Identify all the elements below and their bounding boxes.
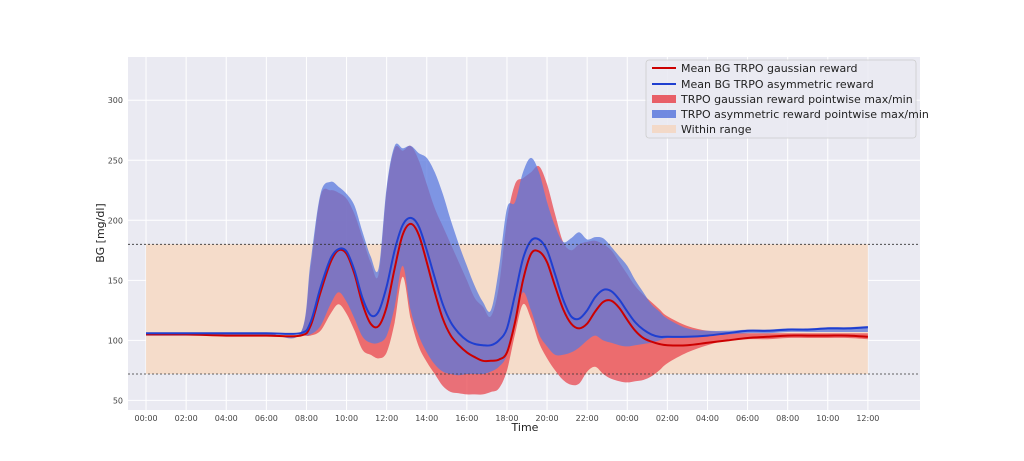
x-tick-label: 02:00 [656, 414, 679, 423]
legend-swatch-band-asymmetric [652, 110, 676, 118]
legend-swatch-band-gaussian [652, 95, 676, 103]
x-tick-label: 02:00 [175, 414, 198, 423]
y-tick-label: 300 [108, 96, 123, 105]
legend-label-band-gaussian: TRPO gaussian reward pointwise max/min [680, 93, 913, 106]
x-tick-label: 06:00 [736, 414, 759, 423]
legend-frame [645, 59, 917, 139]
x-tick-label: 04:00 [215, 414, 238, 423]
x-tick-label: 10:00 [816, 414, 839, 423]
legend-label-mean-asymmetric: Mean BG TRPO asymmetric reward [681, 78, 874, 91]
x-axis-label: Time [511, 421, 539, 434]
y-tick-label: 100 [108, 336, 123, 345]
x-tick-label: 12:00 [856, 414, 879, 423]
x-tick-label: 18:00 [495, 414, 518, 423]
legend-swatch-within-range [652, 125, 676, 133]
y-tick-label: 250 [108, 156, 123, 165]
y-tick-label: 150 [108, 276, 123, 285]
y-axis-label: BG [mg/dl] [94, 203, 107, 262]
bands [146, 143, 868, 395]
x-tick-label: 16:00 [455, 414, 478, 423]
x-tick-label: 22:00 [576, 414, 599, 423]
x-tick-label: 08:00 [295, 414, 318, 423]
x-tick-label: 20:00 [536, 414, 559, 423]
mean-line-asymmetric [145, 216, 868, 347]
legend-label-mean-gaussian: Mean BG TRPO gaussian reward [681, 62, 858, 75]
band-asymmetric [146, 143, 868, 376]
x-tick-label: 06:00 [255, 414, 278, 423]
x-tick-label: 00:00 [616, 414, 639, 423]
mean-line-gaussian [145, 222, 868, 363]
legend-label-band-asymmetric: TRPO asymmetric reward pointwise max/min [680, 108, 929, 121]
y-tick-label: 200 [108, 216, 123, 225]
legend: Mean BG TRPO gaussian reward Mean BG TRP… [645, 59, 929, 139]
x-ticks: 00:00 02:00 04:00 06:00 08:00 10:00 12:00 14:00… [135, 414, 880, 423]
x-tick-label: 04:00 [696, 414, 719, 423]
x-tick-label: 08:00 [776, 414, 799, 423]
legend-label-within-range: Within range [681, 123, 752, 136]
x-tick-label: 10:00 [335, 414, 358, 423]
y-ticks: 50 100 150 200 250 300 [108, 96, 123, 405]
x-tick-label: 14:00 [415, 414, 438, 423]
y-tick-label: 50 [113, 396, 123, 405]
mean-lines [145, 216, 868, 363]
x-tick-label: 12:00 [375, 414, 398, 423]
x-tick-label: 00:00 [135, 414, 158, 423]
